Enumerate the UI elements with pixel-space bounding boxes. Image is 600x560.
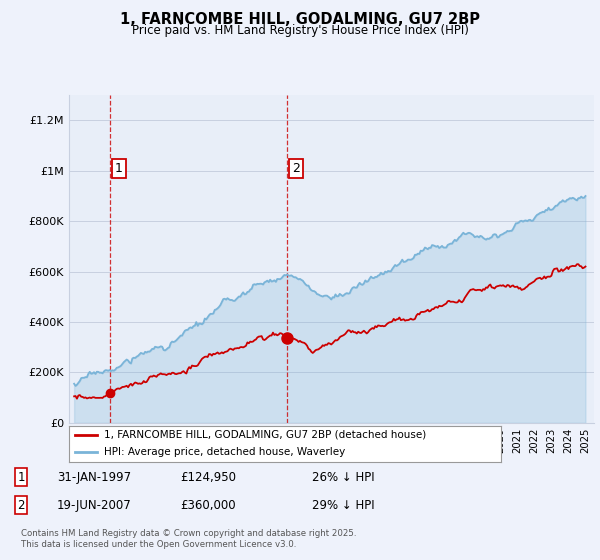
Text: 1, FARNCOMBE HILL, GODALMING, GU7 2BP (detached house): 1, FARNCOMBE HILL, GODALMING, GU7 2BP (d… bbox=[104, 430, 426, 440]
Text: 1: 1 bbox=[17, 470, 25, 484]
Text: Price paid vs. HM Land Registry's House Price Index (HPI): Price paid vs. HM Land Registry's House … bbox=[131, 24, 469, 36]
Text: 2: 2 bbox=[17, 498, 25, 512]
Text: £124,950: £124,950 bbox=[180, 470, 236, 484]
Text: 26% ↓ HPI: 26% ↓ HPI bbox=[312, 470, 374, 484]
Text: 2: 2 bbox=[292, 162, 299, 175]
Text: 29% ↓ HPI: 29% ↓ HPI bbox=[312, 498, 374, 512]
Text: 1, FARNCOMBE HILL, GODALMING, GU7 2BP: 1, FARNCOMBE HILL, GODALMING, GU7 2BP bbox=[120, 12, 480, 27]
Text: £360,000: £360,000 bbox=[180, 498, 236, 512]
Text: Contains HM Land Registry data © Crown copyright and database right 2025.
This d: Contains HM Land Registry data © Crown c… bbox=[21, 529, 356, 549]
Text: 31-JAN-1997: 31-JAN-1997 bbox=[57, 470, 131, 484]
Text: HPI: Average price, detached house, Waverley: HPI: Average price, detached house, Wave… bbox=[104, 447, 345, 457]
Text: 1: 1 bbox=[115, 162, 122, 175]
Text: 19-JUN-2007: 19-JUN-2007 bbox=[57, 498, 132, 512]
